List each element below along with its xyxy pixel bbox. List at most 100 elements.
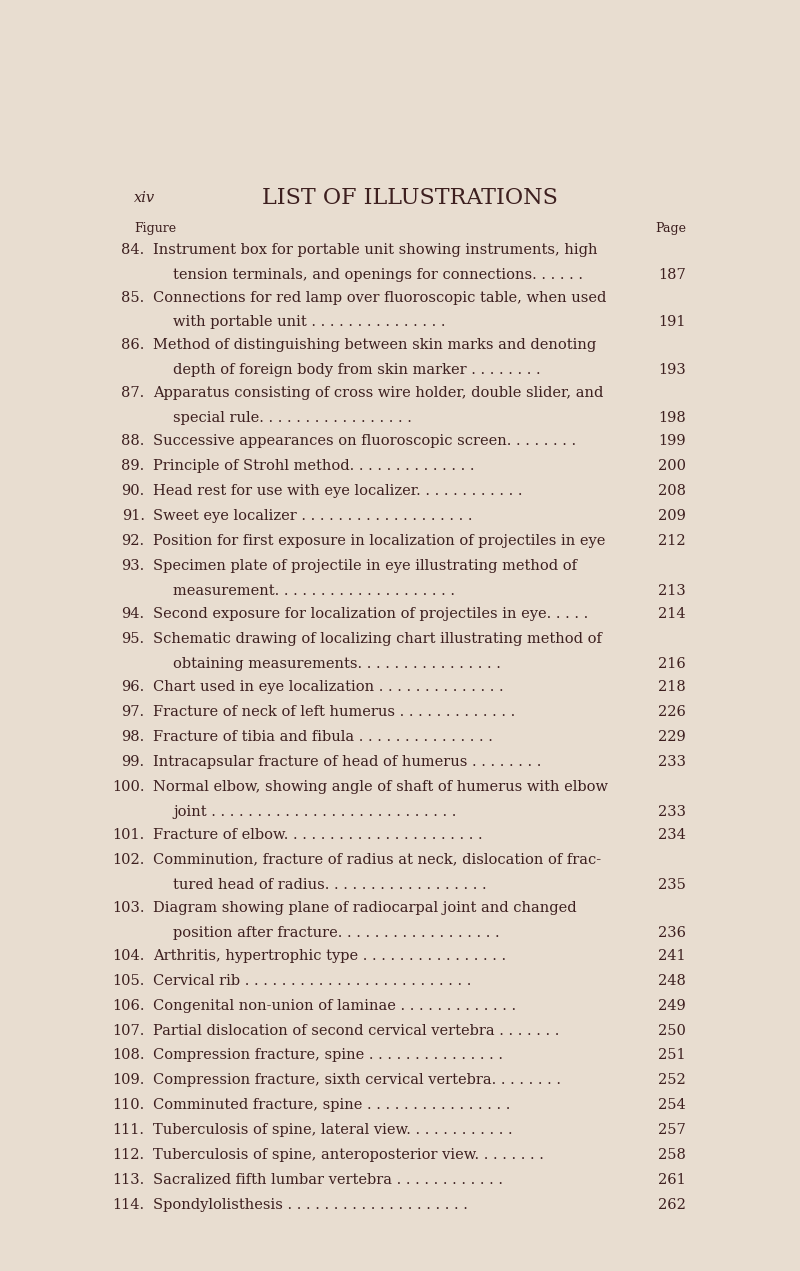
Text: 107.: 107.	[112, 1023, 145, 1037]
Text: 191: 191	[658, 315, 686, 329]
Text: Fracture of tibia and fibula . . . . . . . . . . . . . . .: Fracture of tibia and fibula . . . . . .…	[153, 730, 493, 744]
Text: 258: 258	[658, 1148, 686, 1162]
Text: 89.: 89.	[122, 459, 145, 473]
Text: 229: 229	[658, 730, 686, 744]
Text: 226: 226	[658, 705, 686, 719]
Text: 112.: 112.	[113, 1148, 145, 1162]
Text: Intracapsular fracture of head of humerus . . . . . . . .: Intracapsular fracture of head of humeru…	[153, 755, 541, 769]
Text: 99.: 99.	[122, 755, 145, 769]
Text: 233: 233	[658, 755, 686, 769]
Text: Apparatus consisting of cross wire holder, double slider, and: Apparatus consisting of cross wire holde…	[153, 386, 603, 400]
Text: special rule. . . . . . . . . . . . . . . . .: special rule. . . . . . . . . . . . . . …	[173, 412, 412, 426]
Text: joint . . . . . . . . . . . . . . . . . . . . . . . . . . .: joint . . . . . . . . . . . . . . . . . …	[173, 805, 457, 819]
Text: Fracture of elbow. . . . . . . . . . . . . . . . . . . . . .: Fracture of elbow. . . . . . . . . . . .…	[153, 827, 482, 841]
Text: Connections for red lamp over fluoroscopic table, when used: Connections for red lamp over fluoroscop…	[153, 291, 606, 305]
Text: 93.: 93.	[122, 559, 145, 573]
Text: 252: 252	[658, 1074, 686, 1088]
Text: LIST OF ILLUSTRATIONS: LIST OF ILLUSTRATIONS	[262, 187, 558, 208]
Text: Partial dislocation of second cervical vertebra . . . . . . .: Partial dislocation of second cervical v…	[153, 1023, 559, 1037]
Text: Congenital non-union of laminae . . . . . . . . . . . . .: Congenital non-union of laminae . . . . …	[153, 999, 516, 1013]
Text: Successive appearances on fluoroscopic screen. . . . . . . .: Successive appearances on fluoroscopic s…	[153, 435, 576, 449]
Text: 236: 236	[658, 925, 686, 939]
Text: 110.: 110.	[112, 1098, 145, 1112]
Text: 109.: 109.	[112, 1074, 145, 1088]
Text: 209: 209	[658, 510, 686, 524]
Text: 84.: 84.	[122, 243, 145, 257]
Text: Arthritis, hypertrophic type . . . . . . . . . . . . . . . .: Arthritis, hypertrophic type . . . . . .…	[153, 948, 506, 962]
Text: 254: 254	[658, 1098, 686, 1112]
Text: 214: 214	[658, 608, 686, 622]
Text: 248: 248	[658, 974, 686, 988]
Text: 91.: 91.	[122, 510, 145, 524]
Text: 261: 261	[658, 1173, 686, 1187]
Text: 95.: 95.	[122, 632, 145, 646]
Text: Tuberculosis of spine, lateral view. . . . . . . . . . . .: Tuberculosis of spine, lateral view. . .…	[153, 1124, 512, 1138]
Text: 235: 235	[658, 878, 686, 892]
Text: tension terminals, and openings for connections. . . . . .: tension terminals, and openings for conn…	[173, 267, 583, 281]
Text: 85.: 85.	[122, 291, 145, 305]
Text: 98.: 98.	[122, 730, 145, 744]
Text: 105.: 105.	[112, 974, 145, 988]
Text: Comminuted fracture, spine . . . . . . . . . . . . . . . .: Comminuted fracture, spine . . . . . . .…	[153, 1098, 510, 1112]
Text: Compression fracture, spine . . . . . . . . . . . . . . .: Compression fracture, spine . . . . . . …	[153, 1049, 502, 1063]
Text: with portable unit . . . . . . . . . . . . . . .: with portable unit . . . . . . . . . . .…	[173, 315, 446, 329]
Text: 106.: 106.	[112, 999, 145, 1013]
Text: Specimen plate of projectile in eye illustrating method of: Specimen plate of projectile in eye illu…	[153, 559, 577, 573]
Text: 233: 233	[658, 805, 686, 819]
Text: 218: 218	[658, 680, 686, 694]
Text: obtaining measurements. . . . . . . . . . . . . . . .: obtaining measurements. . . . . . . . . …	[173, 657, 501, 671]
Text: 97.: 97.	[122, 705, 145, 719]
Text: Comminution, fracture of radius at neck, dislocation of frac-: Comminution, fracture of radius at neck,…	[153, 853, 601, 867]
Text: 241: 241	[658, 948, 686, 962]
Text: 262: 262	[658, 1199, 686, 1213]
Text: Compression fracture, sixth cervical vertebra. . . . . . . .: Compression fracture, sixth cervical ver…	[153, 1074, 561, 1088]
Text: 257: 257	[658, 1124, 686, 1138]
Text: 198: 198	[658, 412, 686, 426]
Text: xiv: xiv	[134, 191, 155, 205]
Text: 101.: 101.	[112, 827, 145, 841]
Text: 216: 216	[658, 657, 686, 671]
Text: Head rest for use with eye localizer. . . . . . . . . . . .: Head rest for use with eye localizer. . …	[153, 484, 522, 498]
Text: 113.: 113.	[112, 1173, 145, 1187]
Text: Instrument box for portable unit showing instruments, high: Instrument box for portable unit showing…	[153, 243, 597, 257]
Text: Tuberculosis of spine, anteroposterior view. . . . . . . .: Tuberculosis of spine, anteroposterior v…	[153, 1148, 543, 1162]
Text: 103.: 103.	[112, 901, 145, 915]
Text: tured head of radius. . . . . . . . . . . . . . . . . .: tured head of radius. . . . . . . . . . …	[173, 878, 486, 892]
Text: 234: 234	[658, 827, 686, 841]
Text: 250: 250	[658, 1023, 686, 1037]
Text: 90.: 90.	[122, 484, 145, 498]
Text: 111.: 111.	[113, 1124, 145, 1138]
Text: 108.: 108.	[112, 1049, 145, 1063]
Text: 104.: 104.	[112, 948, 145, 962]
Text: Chart used in eye localization . . . . . . . . . . . . . .: Chart used in eye localization . . . . .…	[153, 680, 503, 694]
Text: Position for first exposure in localization of projectiles in eye: Position for first exposure in localizat…	[153, 534, 605, 548]
Text: Cervical rib . . . . . . . . . . . . . . . . . . . . . . . . .: Cervical rib . . . . . . . . . . . . . .…	[153, 974, 471, 988]
Text: position after fracture. . . . . . . . . . . . . . . . . .: position after fracture. . . . . . . . .…	[173, 925, 500, 939]
Text: 199: 199	[658, 435, 686, 449]
Text: 212: 212	[658, 534, 686, 548]
Text: Normal elbow, showing angle of shaft of humerus with elbow: Normal elbow, showing angle of shaft of …	[153, 780, 608, 794]
Text: 96.: 96.	[122, 680, 145, 694]
Text: 114.: 114.	[113, 1199, 145, 1213]
Text: Sacralized fifth lumbar vertebra . . . . . . . . . . . .: Sacralized fifth lumbar vertebra . . . .…	[153, 1173, 502, 1187]
Text: Principle of Strohl method. . . . . . . . . . . . . .: Principle of Strohl method. . . . . . . …	[153, 459, 474, 473]
Text: measurement. . . . . . . . . . . . . . . . . . . .: measurement. . . . . . . . . . . . . . .…	[173, 585, 455, 599]
Text: 100.: 100.	[112, 780, 145, 794]
Text: 94.: 94.	[122, 608, 145, 622]
Text: Sweet eye localizer . . . . . . . . . . . . . . . . . . .: Sweet eye localizer . . . . . . . . . . …	[153, 510, 472, 524]
Text: 187: 187	[658, 267, 686, 281]
Text: 213: 213	[658, 585, 686, 599]
Text: Figure: Figure	[134, 222, 176, 235]
Text: 86.: 86.	[122, 338, 145, 352]
Text: 92.: 92.	[122, 534, 145, 548]
Text: 200: 200	[658, 459, 686, 473]
Text: Diagram showing plane of radiocarpal joint and changed: Diagram showing plane of radiocarpal joi…	[153, 901, 576, 915]
Text: Method of distinguishing between skin marks and denoting: Method of distinguishing between skin ma…	[153, 338, 596, 352]
Text: 88.: 88.	[122, 435, 145, 449]
Text: 208: 208	[658, 484, 686, 498]
Text: 102.: 102.	[112, 853, 145, 867]
Text: Schematic drawing of localizing chart illustrating method of: Schematic drawing of localizing chart il…	[153, 632, 602, 646]
Text: Fracture of neck of left humerus . . . . . . . . . . . . .: Fracture of neck of left humerus . . . .…	[153, 705, 515, 719]
Text: Page: Page	[655, 222, 686, 235]
Text: Spondylolisthesis . . . . . . . . . . . . . . . . . . . .: Spondylolisthesis . . . . . . . . . . . …	[153, 1199, 467, 1213]
